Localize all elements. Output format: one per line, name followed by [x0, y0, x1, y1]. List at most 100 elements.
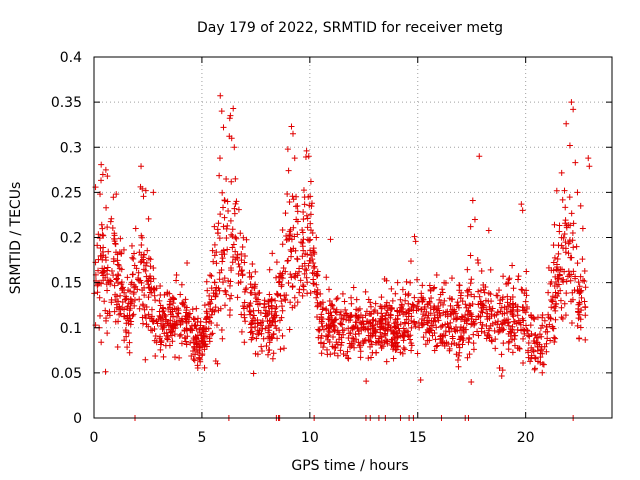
data-point	[298, 239, 305, 246]
data-point	[478, 328, 485, 335]
data-point	[157, 283, 164, 290]
data-point	[136, 305, 143, 312]
data-point	[485, 327, 492, 334]
data-point	[523, 305, 530, 312]
data-point	[219, 255, 226, 262]
data-point	[548, 267, 555, 274]
data-point	[460, 328, 467, 335]
data-point	[137, 259, 144, 266]
data-point	[299, 226, 306, 233]
data-point	[488, 307, 495, 314]
data-point	[507, 328, 514, 335]
data-point	[102, 368, 109, 375]
data-point	[217, 305, 224, 312]
data-point	[276, 327, 283, 334]
data-point	[528, 330, 535, 337]
data-point	[268, 302, 275, 309]
y-tick-label: 0.3	[60, 140, 82, 156]
data-point	[311, 263, 318, 270]
data-point	[574, 189, 581, 196]
data-point	[418, 322, 425, 329]
data-point	[468, 378, 475, 385]
data-point	[248, 324, 255, 331]
data-point	[212, 292, 219, 299]
data-point	[333, 306, 340, 313]
data-point	[464, 354, 471, 361]
data-point	[166, 298, 173, 305]
data-point	[232, 248, 239, 255]
data-point	[270, 314, 277, 321]
data-point	[248, 328, 255, 335]
data-point	[283, 292, 290, 299]
data-point	[470, 331, 477, 338]
data-point	[355, 328, 362, 335]
data-point	[314, 303, 321, 310]
data-point	[169, 338, 176, 345]
data-point	[333, 339, 340, 346]
data-point	[283, 236, 290, 243]
data-point	[272, 318, 279, 325]
data-point	[110, 194, 117, 201]
y-tick-label: 0.2	[60, 231, 82, 247]
data-point	[582, 312, 589, 319]
data-point	[156, 308, 163, 315]
data-point	[418, 315, 425, 322]
data-point	[285, 257, 292, 264]
data-point	[505, 322, 512, 329]
data-point	[523, 268, 530, 275]
data-point	[318, 350, 325, 357]
data-point	[278, 298, 285, 305]
data-point	[115, 262, 122, 269]
x-tick-labels: 0 5 10 15 20	[90, 430, 535, 446]
data-point	[238, 328, 245, 335]
data-point	[110, 255, 117, 262]
data-point	[454, 299, 461, 306]
data-point	[100, 232, 107, 239]
data-point	[193, 334, 200, 341]
data-point	[231, 205, 238, 212]
data-point	[215, 230, 222, 237]
data-point	[118, 279, 125, 286]
data-point	[266, 347, 273, 354]
data-point	[102, 254, 109, 261]
data-point	[467, 302, 474, 309]
data-point	[537, 354, 544, 361]
data-point	[219, 189, 226, 196]
data-point	[317, 335, 324, 342]
data-point	[348, 300, 355, 307]
data-point	[208, 273, 215, 280]
data-point	[382, 332, 389, 339]
data-point	[146, 315, 153, 322]
data-point	[273, 274, 280, 281]
data-point	[228, 292, 235, 299]
data-point	[136, 249, 143, 256]
data-point	[310, 259, 317, 266]
data-point	[232, 200, 239, 207]
data-point	[321, 340, 328, 347]
data-point	[498, 304, 505, 311]
data-point	[182, 296, 189, 303]
data-point	[499, 367, 506, 374]
data-point	[104, 224, 111, 231]
data-point	[557, 287, 564, 294]
data-point	[388, 342, 395, 349]
data-point	[160, 353, 167, 360]
data-point	[478, 308, 485, 315]
data-point	[296, 286, 303, 293]
data-point	[294, 231, 301, 238]
data-point	[190, 348, 197, 355]
data-point	[136, 277, 143, 284]
data-point	[439, 338, 446, 345]
data-point	[483, 323, 490, 330]
data-point	[509, 262, 516, 269]
data-point	[304, 215, 311, 222]
data-point	[509, 306, 516, 313]
data-point	[456, 349, 463, 356]
data-point	[543, 323, 550, 330]
data-point	[552, 273, 559, 280]
data-point	[177, 331, 184, 338]
data-point	[472, 316, 479, 323]
data-point	[232, 175, 239, 182]
data-point	[480, 286, 487, 293]
data-point	[567, 277, 574, 284]
